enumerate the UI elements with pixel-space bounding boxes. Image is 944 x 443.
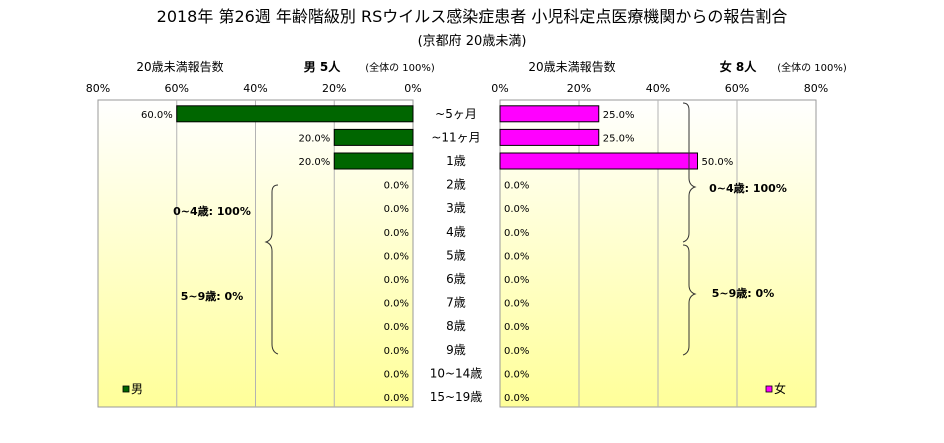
male-value-label: 0.0% bbox=[384, 393, 409, 404]
category-label: 4歳 bbox=[446, 225, 466, 239]
male-value-label: 0.0% bbox=[384, 204, 409, 215]
male-tick-label: 20% bbox=[322, 82, 346, 95]
category-label: 9歳 bbox=[446, 343, 466, 357]
male-group-brace bbox=[264, 184, 279, 355]
female-value-label: 50.0% bbox=[702, 157, 734, 168]
female-bar bbox=[499, 128, 600, 146]
male-value-label: 0.0% bbox=[384, 251, 409, 262]
female-bar bbox=[499, 105, 600, 123]
female-value-label: 0.0% bbox=[504, 204, 529, 215]
female-value-label: 0.0% bbox=[504, 393, 529, 404]
female-legend-label: 女 bbox=[774, 381, 786, 396]
female-value-label: 0.0% bbox=[504, 322, 529, 333]
category-label: 15~19歳 bbox=[430, 390, 483, 404]
male-value-label: 0.0% bbox=[384, 369, 409, 380]
male-value-label: 0.0% bbox=[384, 275, 409, 286]
category-label: ~11ヶ月 bbox=[431, 130, 480, 144]
category-label: 6歳 bbox=[446, 272, 466, 286]
chart-title: 2018年 第26週 年齢階級別 RSウイルス感染症患者 小児科定点医療機関から… bbox=[157, 7, 788, 26]
female-value-label: 0.0% bbox=[504, 346, 529, 357]
male-value-label: 0.0% bbox=[384, 346, 409, 357]
female-value-label: 25.0% bbox=[603, 110, 635, 121]
male-tick-label: 40% bbox=[243, 82, 267, 95]
female-legend-swatch bbox=[765, 385, 773, 393]
male-tick-label: 60% bbox=[165, 82, 189, 95]
category-label: 1歳 bbox=[446, 154, 466, 168]
male-value-labels: 60.0% 20.0% 20.0% 0.0% 0.0% 0.0% 0.0% 0.0% 0.0% 0… bbox=[141, 110, 409, 404]
female-tick-label: 40% bbox=[646, 82, 670, 95]
male-value-label: 60.0% bbox=[141, 110, 173, 121]
male-value-label: 0.0% bbox=[384, 299, 409, 310]
male-legend-swatch bbox=[122, 385, 130, 393]
category-label: 5歳 bbox=[446, 248, 466, 262]
category-label: 8歳 bbox=[446, 319, 466, 333]
category-label: 2歳 bbox=[446, 178, 466, 192]
male-value-label: 20.0% bbox=[298, 133, 330, 144]
female-value-labels: 25.0% 25.0% 50.0% 0.0% 0.0% 0.0% 0.0% 0.0% 0.0% 0… bbox=[504, 110, 733, 404]
male-bar bbox=[333, 152, 414, 170]
category-label: ~5ヶ月 bbox=[435, 107, 477, 121]
female-group-brace-0-4 bbox=[682, 102, 697, 243]
category-label: 7歳 bbox=[446, 296, 466, 310]
female-value-label: 0.0% bbox=[504, 299, 529, 310]
female-value-label: 25.0% bbox=[603, 133, 635, 144]
male-legend-label: 男 bbox=[131, 382, 143, 396]
female-tick-label: 80% bbox=[804, 82, 828, 95]
female-group-0-4: 0~4歳: 100% bbox=[709, 181, 787, 195]
female-tick-label: 0% bbox=[491, 82, 508, 95]
female-tick-label: 20% bbox=[567, 82, 591, 95]
male-value-label: 20.0% bbox=[298, 157, 330, 168]
male-bar bbox=[333, 128, 414, 146]
male-header-count: 男 5人 bbox=[304, 59, 342, 74]
male-tick-label: 0% bbox=[404, 82, 421, 95]
female-group-5-9: 5~9歳: 0% bbox=[712, 286, 774, 300]
female-value-label: 0.0% bbox=[504, 275, 529, 286]
female-value-label: 0.0% bbox=[504, 369, 529, 380]
male-gridlines bbox=[176, 100, 335, 407]
category-label: 10~14歳 bbox=[430, 366, 483, 380]
female-gridlines bbox=[578, 100, 738, 407]
male-group-0-4: 0~4歳: 100% bbox=[173, 204, 251, 218]
female-bars bbox=[499, 105, 698, 170]
female-group-brace-5-9 bbox=[682, 244, 697, 356]
male-tick-label: 80% bbox=[86, 82, 110, 95]
female-tick-label: 60% bbox=[725, 82, 749, 95]
female-value-label: 0.0% bbox=[504, 228, 529, 239]
female-header-count: 女 8人 bbox=[720, 59, 758, 74]
category-label: 3歳 bbox=[446, 201, 466, 215]
female-bar bbox=[499, 152, 698, 170]
male-value-label: 0.0% bbox=[384, 181, 409, 192]
male-group-5-9: 5~9歳: 0% bbox=[181, 289, 243, 303]
male-value-label: 0.0% bbox=[384, 322, 409, 333]
male-header-note: (全体の 100%) bbox=[365, 61, 435, 74]
female-value-label: 0.0% bbox=[504, 181, 529, 192]
male-header-label: 20歳未満報告数 bbox=[136, 59, 223, 74]
female-value-label: 0.0% bbox=[504, 251, 529, 262]
male-axis-ticks: 80% 60% 40% 20% 0% bbox=[86, 82, 422, 95]
male-value-label: 0.0% bbox=[384, 228, 409, 239]
female-axis-ticks: 0% 20% 40% 60% 80% bbox=[491, 82, 828, 95]
male-bars bbox=[176, 105, 414, 170]
category-labels: ~5ヶ月 ~11ヶ月 1歳 2歳 3歳 4歳 5歳 6歳 7歳 8歳 9歳 10~14歳 15~19歳 bbox=[430, 107, 483, 404]
male-bar bbox=[176, 105, 414, 123]
chart-subtitle: (京都府 20歳未満) bbox=[418, 34, 527, 49]
female-header-label: 20歳未満報告数 bbox=[528, 59, 615, 74]
female-header-note: (全体の 100%) bbox=[777, 61, 847, 74]
